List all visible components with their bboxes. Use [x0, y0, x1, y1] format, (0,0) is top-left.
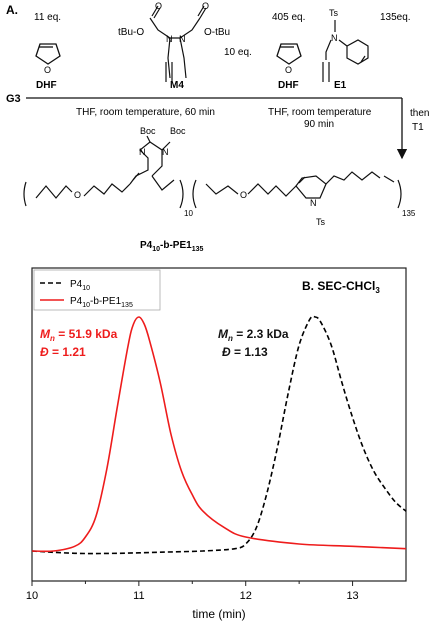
x-axis: 10 11 12 13: [26, 581, 359, 602]
reaction-scheme: A. 11 eq. O DHF tBu-O O-tBu O O N N 10 e…: [6, 1, 429, 253]
e1-structure: [322, 20, 369, 82]
dhf-1-label: DHF: [36, 80, 57, 91]
m4-tbu-right: O-tBu: [204, 27, 230, 38]
sec-chart: 10 11 12 13 time (min) B. SEC-CHCl3 P410 P4…: [26, 267, 407, 621]
product-boc-right: Boc: [170, 126, 186, 136]
series-line-copolymer: [31, 316, 407, 553]
product-o-left: O: [74, 190, 81, 200]
m4-n-right: N: [179, 34, 186, 44]
product-n-ring: N: [310, 198, 317, 208]
product-sub-135: 135: [402, 209, 416, 218]
x-axis-label: time (min): [192, 607, 245, 621]
m4-equivalents: 10 eq.: [224, 47, 252, 58]
product-boc-left: Boc: [140, 126, 156, 136]
annotation-p4-mn: Mn = 2.3 kDa: [218, 327, 289, 343]
x-tick-label-11: 11: [133, 590, 144, 602]
legend-box: [33, 269, 161, 311]
step2-conditions-line1: THF, room temperature: [268, 107, 372, 118]
x-tick-label-13: 13: [346, 590, 358, 602]
annotation-p4-dispersity: Đ = 1.13: [222, 345, 268, 359]
product-n-right: N: [162, 147, 169, 157]
product-ts: Ts: [316, 217, 326, 227]
x-tick-label-10: 10: [26, 590, 38, 602]
m4-structure: [149, 5, 207, 82]
dhf-2-oxygen: O: [285, 65, 292, 75]
dhf-1-oxygen: O: [44, 65, 51, 75]
start-catalyst: G3: [6, 93, 21, 105]
dhf-2-equivalents: 405 eq.: [272, 12, 305, 23]
annotation-copolymer-mn: Mn = 51.9 kDa: [40, 327, 118, 343]
x-tick-label-12: 12: [240, 590, 252, 602]
annotation-copolymer-dispersity: Đ = 1.21: [40, 345, 86, 359]
product-sub-10: 10: [184, 209, 193, 218]
annotation-p4: Mn = 2.3 kDa Đ = 1.13: [218, 327, 289, 359]
step1-conditions: THF, room temperature, 60 min: [76, 107, 215, 118]
step2-conditions-line2: 90 min: [304, 119, 334, 130]
series-line-p4: [31, 315, 407, 555]
product-name: P410-b-PE1135: [140, 240, 203, 253]
dhf-1-equivalents: 11 eq.: [34, 12, 61, 23]
product-structure: [23, 135, 402, 209]
then-reagent: T1: [412, 122, 424, 133]
series-layer: [31, 315, 407, 555]
e1-ts: Ts: [329, 8, 339, 18]
dhf-structure-1: [35, 43, 61, 65]
product-n-left: N: [139, 147, 146, 157]
m4-label: M4: [170, 80, 184, 91]
m4-carbonyl-o-left: O: [155, 1, 162, 11]
m4-n-left: N: [166, 34, 173, 44]
e1-equivalents: 135eq.: [380, 12, 411, 23]
dhf-structure-2: [276, 43, 302, 65]
m4-tbu-left: tBu-O: [118, 27, 144, 38]
legend-label-p4: P410: [70, 279, 90, 292]
then-label: then: [410, 108, 429, 119]
plot-frame: [31, 267, 407, 582]
e1-label: E1: [334, 80, 347, 91]
panel-a-label: A.: [6, 3, 18, 17]
legend: P410 P410-b-PE1135: [33, 269, 161, 311]
e1-n: N: [331, 33, 338, 43]
panel-b-title: B. SEC-CHCl3: [302, 279, 380, 295]
m4-carbonyl-o-right: O: [202, 1, 209, 11]
dhf-2-label: DHF: [278, 80, 299, 91]
legend-label-copolymer: P410-b-PE1135: [70, 296, 133, 309]
product-o-right: O: [240, 190, 247, 200]
annotation-copolymer: Mn = 51.9 kDa Đ = 1.21: [40, 327, 118, 359]
